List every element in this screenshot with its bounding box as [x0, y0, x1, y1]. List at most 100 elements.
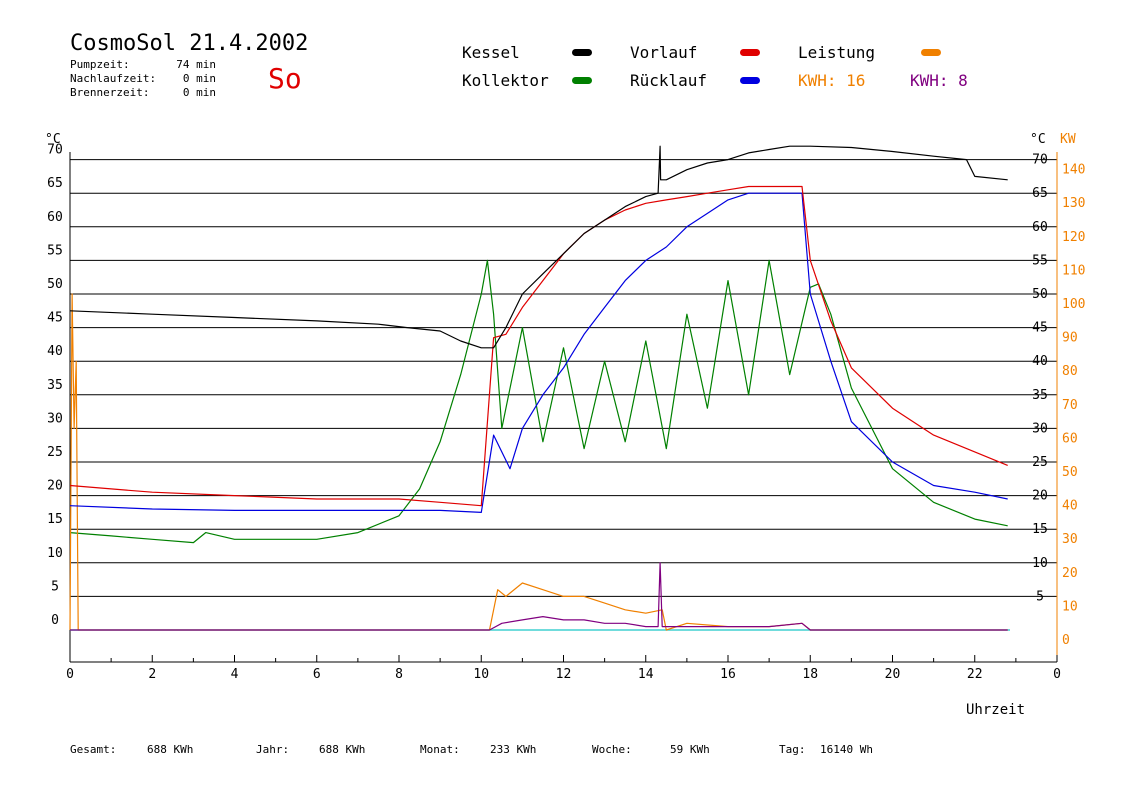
- y-left-tick-label: 55: [47, 243, 63, 258]
- y-right-power-tick-label: 40: [1062, 499, 1078, 514]
- y-right-temp-tick-label: 50: [1032, 287, 1048, 302]
- y-left-tick-label: 35: [47, 378, 63, 393]
- y-right-power-tick-label: 0: [1062, 633, 1070, 648]
- stat-value: 0 min: [183, 86, 216, 99]
- footer-label: Monat:: [420, 743, 460, 756]
- y-left-tick-label: 40: [47, 344, 63, 359]
- header-stats: Pumpzeit: 74 min Nachlaufzeit: 0 min Bre…: [70, 58, 216, 99]
- footer-totals: Gesamt: 688 KWh Jahr: 688 KWh Monat: 233…: [70, 743, 873, 756]
- y-right-temp-tick-label: 5: [1036, 589, 1044, 604]
- series-line-kollektor: [69, 259, 1008, 544]
- x-tick-label: 14: [638, 667, 654, 682]
- x-tick-label: 2: [148, 667, 156, 682]
- stat-label: Nachlaufzeit:: [70, 72, 156, 85]
- legend-swatch: [921, 49, 941, 56]
- y-right-temp-tick-label: 70: [1032, 153, 1048, 168]
- y-left-tick-label: 45: [47, 311, 63, 326]
- y-right-temp-tick-label: 15: [1032, 522, 1048, 537]
- y-axis-label-left: °C: [45, 132, 61, 147]
- y-left-tick-label: 15: [47, 512, 63, 527]
- series-line-kwh-8: [70, 562, 1008, 631]
- x-tick-label: 12: [556, 667, 572, 682]
- footer-value: 233 KWh: [490, 743, 536, 756]
- legend-label: Vorlauf: [630, 43, 697, 62]
- y-right-temp-tick-label: 65: [1032, 186, 1048, 201]
- footer-value: 16140 Wh: [820, 743, 873, 756]
- y-right-temp-tick-label: 30: [1032, 421, 1048, 436]
- series-line-vorlauf: [69, 185, 1008, 507]
- x-tick-label: 10: [473, 667, 489, 682]
- footer-label: Gesamt:: [70, 743, 116, 756]
- series-line-r-cklauf: [69, 192, 1008, 514]
- y-right-power-tick-label: 90: [1062, 331, 1078, 346]
- x-tick-label: 8: [395, 667, 403, 682]
- footer-value: 688 KWh: [147, 743, 193, 756]
- y-left-tick-label: 20: [47, 479, 63, 494]
- y-right-temp-tick-label: 45: [1032, 321, 1048, 336]
- footer-label: Tag:: [779, 743, 806, 756]
- y-right-temp-tick-label: 40: [1032, 354, 1048, 369]
- y-right-power-tick-label: 80: [1062, 364, 1078, 379]
- y-left-tick-label: 60: [47, 210, 63, 225]
- y-right-temp-tick-label: 60: [1032, 220, 1048, 235]
- y-axis-label-right-temp: °C: [1030, 132, 1046, 147]
- stat-value: 74 min: [176, 58, 216, 71]
- x-tick-label: 4: [231, 667, 239, 682]
- y-right-power-tick-label: 70: [1062, 398, 1078, 413]
- y-left-tick-label: 65: [47, 176, 63, 191]
- y-right-temp-tick-label: 35: [1032, 388, 1048, 403]
- grid-lines: [69, 152, 1058, 663]
- footer-value: 59 KWh: [670, 743, 710, 756]
- legend-swatch: [572, 77, 592, 84]
- y-right-temp-tick-label: 55: [1032, 253, 1048, 268]
- kwh-label: KWH: 16: [798, 71, 865, 90]
- x-tick-label: 0: [1053, 667, 1061, 682]
- y-left-tick-label: 50: [47, 277, 63, 292]
- x-tick-label: 0: [66, 667, 74, 682]
- legend-label: Leistung: [798, 43, 875, 62]
- y-right-temp-tick-label: 10: [1032, 556, 1048, 571]
- axis-ticks: 0 2 4 6 8 10 12 14 16 18 20 22 0 0 5 10 15 20 25 30 35 40 45 50…: [47, 143, 1085, 682]
- y-left-tick-label: 30: [47, 411, 63, 426]
- legend-label: Kollektor: [462, 71, 549, 90]
- legend-swatch: [740, 49, 760, 56]
- y-right-temp-tick-label: 20: [1032, 489, 1048, 504]
- y-right-power-tick-label: 60: [1062, 431, 1078, 446]
- y-right-power-tick-label: 100: [1062, 297, 1085, 312]
- y-right-power-tick-label: 20: [1062, 566, 1078, 581]
- x-tick-label: 6: [313, 667, 321, 682]
- footer-label: Woche:: [592, 743, 632, 756]
- y-left-tick-label: 0: [51, 613, 59, 628]
- y-right-power-tick-label: 140: [1062, 163, 1085, 178]
- stat-label: Brennerzeit:: [70, 86, 149, 99]
- x-tick-label: 18: [802, 667, 818, 682]
- y-right-power-tick-label: 30: [1062, 532, 1078, 547]
- stat-value: 0 min: [183, 72, 216, 85]
- legend-swatch: [740, 77, 760, 84]
- y-right-power-tick-label: 110: [1062, 263, 1085, 278]
- y-left-tick-label: 25: [47, 445, 63, 460]
- y-right-temp-tick-label: 25: [1032, 455, 1048, 470]
- x-tick-label: 16: [720, 667, 736, 682]
- legend-label: Kessel: [462, 43, 520, 62]
- y-axis-label-right-power: KW: [1060, 132, 1076, 147]
- legend-swatch: [572, 49, 592, 56]
- legend-label: Rücklauf: [630, 71, 707, 90]
- x-tick-label: 20: [885, 667, 901, 682]
- day-label: So: [268, 62, 302, 95]
- x-tick-label: 22: [967, 667, 983, 682]
- y-right-power-tick-label: 10: [1062, 599, 1078, 614]
- stat-label: Pumpzeit:: [70, 58, 130, 71]
- footer-value: 688 KWh: [319, 743, 365, 756]
- x-axis-label: Uhrzeit: [966, 702, 1025, 718]
- kwh-label: KWH: 8: [910, 71, 968, 90]
- series-lines: [69, 145, 1008, 631]
- footer-label: Jahr:: [256, 743, 289, 756]
- y-right-power-tick-label: 120: [1062, 230, 1085, 245]
- legend: Kessel Kollektor Vorlauf Rücklauf Leistu…: [462, 43, 968, 90]
- y-right-power-tick-label: 130: [1062, 196, 1085, 211]
- chart-title: CosmoSol 21.4.2002: [70, 31, 308, 56]
- y-left-tick-label: 70: [47, 143, 63, 158]
- y-left-tick-label: 10: [47, 546, 63, 561]
